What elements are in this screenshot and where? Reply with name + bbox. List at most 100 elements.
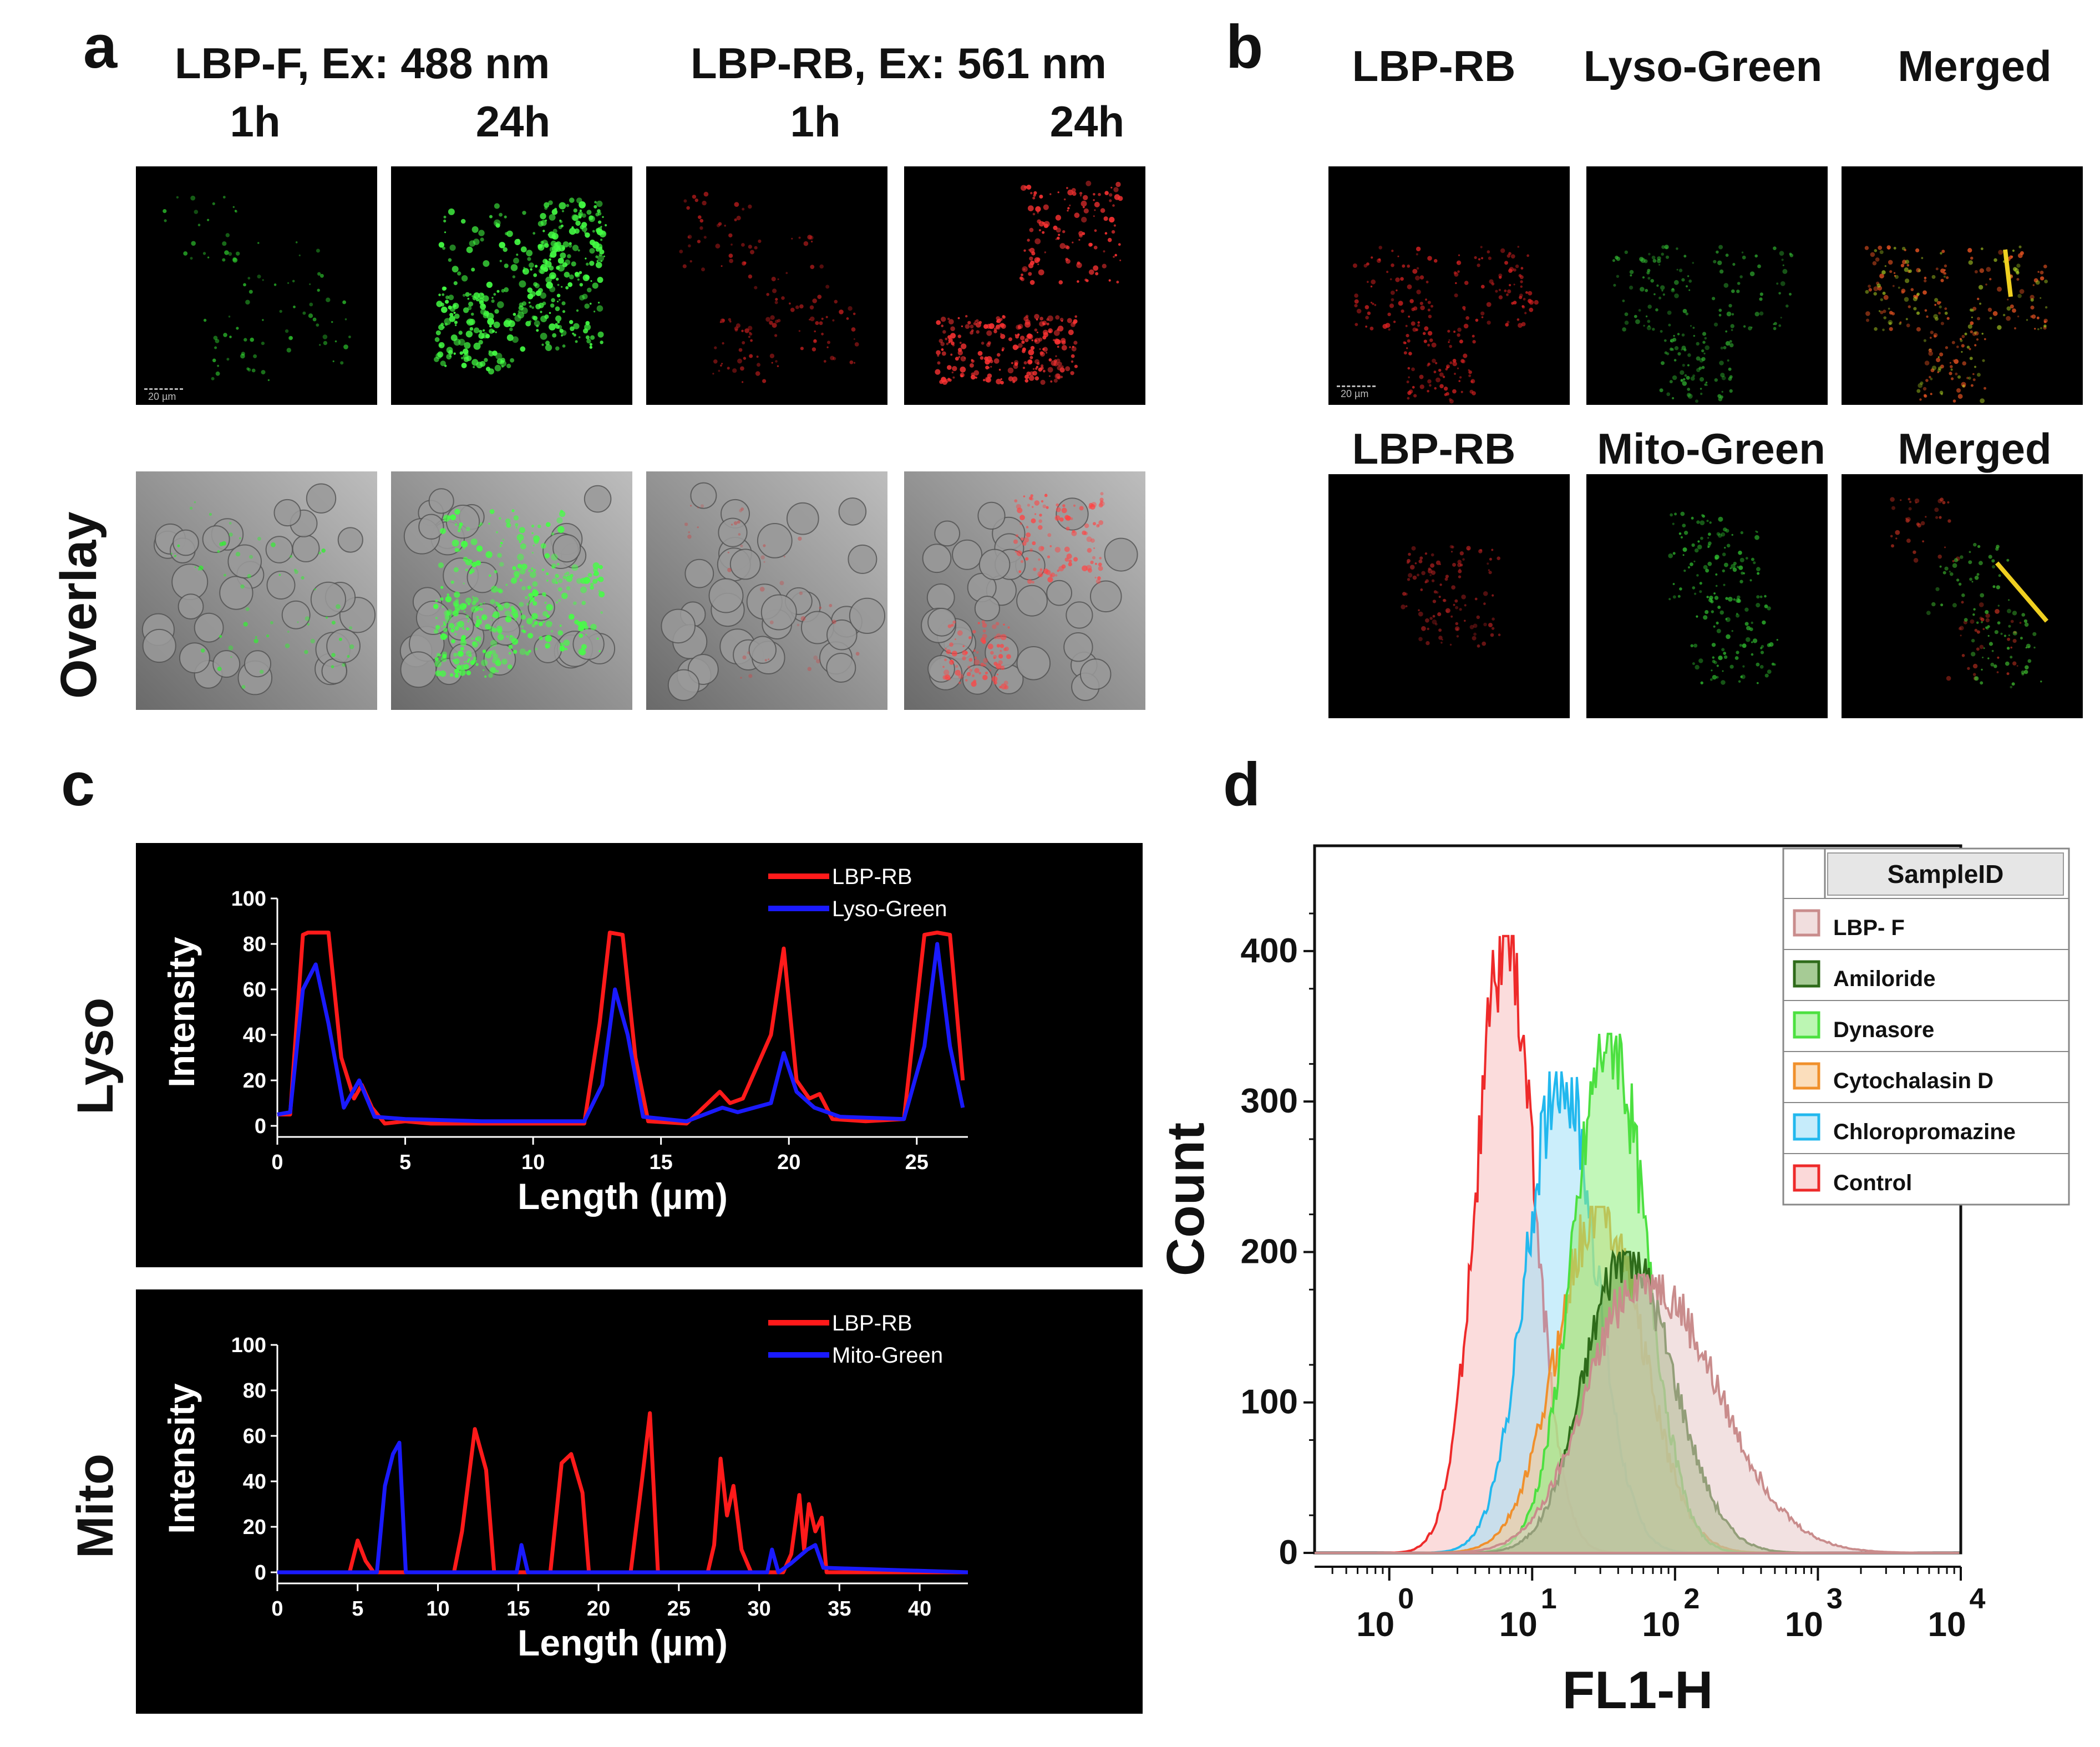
row-label-mito: Mito — [67, 1453, 124, 1558]
x-tick-label-base: 10 — [1356, 1606, 1394, 1644]
overlay-lbp-rb-24h — [904, 471, 1145, 710]
x-tick-label-base: 10 — [1785, 1606, 1823, 1644]
y-tick-label: 100 — [1241, 1383, 1298, 1421]
y-tick-label: 20 — [243, 1516, 266, 1539]
legend-label: Chloropromazine — [1833, 1120, 2016, 1144]
green-overlay-dots — [433, 509, 605, 678]
green-fluorescence-dots — [434, 197, 607, 375]
legend-label: LBP-RB — [832, 865, 912, 889]
merged-yellow-dots — [1865, 245, 2048, 403]
y-tick-label: 80 — [243, 1379, 266, 1403]
y-tick-label: 0 — [255, 1115, 266, 1138]
y-axis-label: Count — [1156, 1123, 1215, 1276]
scale-bar-label: 20 µm — [148, 391, 176, 402]
x-tick-label: 0 — [271, 1151, 283, 1174]
panel-b-label: b — [1226, 13, 1264, 81]
legend-swatch — [1793, 960, 1820, 988]
histogram-lbp-f — [1315, 1273, 1960, 1554]
merged-red-dots — [1864, 245, 2048, 403]
series-line-mito-green — [277, 1440, 968, 1575]
legend-label: Amiloride — [1833, 967, 1935, 991]
legend-label: Dynasore — [1833, 1018, 1934, 1042]
lyso-profile-chart: 0 20 40 60 80 100 0 5 10 15 20 25 Length (µm) Intensi… — [136, 843, 1143, 1267]
x-tick-label: 40 — [908, 1597, 931, 1621]
micrograph-b-lyso-green — [1586, 166, 1828, 405]
red-fluorescence-dots — [1401, 545, 1501, 648]
micrograph-lbp-f-1h: 20 µm — [136, 166, 377, 405]
panel-a-header-lbp-rb: LBP-RB, Ex: 561 nm — [691, 39, 1107, 88]
x-tick-label: 25 — [905, 1151, 929, 1174]
red-fluorescence-dots — [935, 180, 1123, 385]
legend-label: LBP- F — [1833, 916, 1905, 940]
x-tick-label: 5 — [399, 1151, 411, 1174]
x-axis-label: Length (µm) — [518, 1622, 728, 1663]
overlay-row-label: Overlay — [50, 511, 107, 699]
y-tick-label: 40 — [243, 1024, 266, 1047]
line-profile-marker — [1995, 561, 2049, 623]
micrograph-lbp-rb-1h — [646, 166, 887, 405]
y-tick-label: 100 — [231, 887, 266, 911]
legend-swatch — [1793, 1164, 1820, 1192]
legend-label: Control — [1833, 1171, 1912, 1195]
x-tick-label: 25 — [667, 1597, 691, 1621]
y-tick-label: 0 — [255, 1561, 266, 1585]
x-tick-label: 15 — [650, 1151, 673, 1174]
overlay-lbp-rb-1h — [646, 471, 887, 710]
micrograph-lbp-f-24h — [391, 166, 632, 405]
mito-profile-chart: 0 20 40 60 80 100 0 5 10 15 20 25 30 35 40 Length (µm) I… — [136, 1289, 1143, 1714]
scale-bar-label-b: 20 µm — [1341, 388, 1369, 399]
panel-d-label: d — [1223, 750, 1261, 819]
micrograph-b-merged-mito — [1842, 474, 2083, 718]
x-tick-label: 0 — [271, 1597, 283, 1621]
merged-green-dots — [1926, 542, 2042, 689]
y-tick-label: 300 — [1241, 1082, 1298, 1120]
x-tick-label: 30 — [747, 1597, 770, 1621]
red-overlay-dots — [942, 492, 1105, 690]
panel-c-label: c — [61, 750, 95, 819]
x-tick-label-base: 10 — [1928, 1606, 1966, 1644]
y-axis-label: Intensity — [161, 1383, 202, 1534]
flow-histogram-chart: 0 100 200 300 400 10 0 10 1 10 2 10 3 10 4 FL1-H Count Sa… — [1154, 821, 2097, 1741]
legend-swatch — [1793, 1062, 1820, 1090]
y-tick-label: 60 — [243, 978, 266, 1002]
x-tick-label-exp: 1 — [1541, 1583, 1557, 1615]
panel-a-time-2: 24h — [475, 97, 551, 146]
x-tick-label-exp: 4 — [1970, 1583, 1986, 1615]
red-fluorescence-dots — [1352, 246, 1539, 404]
legend: SampleID LBP- F Amiloride Dynasore Cytochala… — [1782, 847, 2070, 1206]
line-profile-marker — [2003, 249, 2013, 297]
x-tick-label: 10 — [521, 1151, 545, 1174]
x-tick-label: 15 — [506, 1597, 530, 1621]
y-tick-label: 60 — [243, 1425, 266, 1448]
panel-a-time-3: 1h — [790, 97, 841, 146]
y-tick-label: 20 — [243, 1069, 266, 1093]
micrograph-b-lbp-rb-lyso: 20 µm — [1328, 166, 1570, 405]
green-fluorescence-dots — [1668, 511, 1778, 685]
legend-label: Mito-Green — [832, 1343, 943, 1368]
green-fluorescence-dots — [1612, 245, 1794, 403]
panel-a-time-1: 1h — [230, 97, 281, 146]
green-overlay-dots — [170, 501, 354, 689]
x-tick-label: 20 — [587, 1597, 610, 1621]
x-tick-label: 10 — [426, 1597, 449, 1621]
micrograph-b-lbp-rb-mito — [1328, 474, 1570, 718]
y-tick-label: 40 — [243, 1470, 266, 1494]
micrograph-b-merged-lyso — [1842, 166, 2083, 405]
y-tick-label: 0 — [1279, 1533, 1298, 1572]
series-line-lbp-rb — [277, 931, 965, 1126]
merged-red-dots — [1890, 497, 2022, 681]
y-tick-label: 400 — [1241, 932, 1298, 970]
legend-title: SampleID — [1888, 860, 2004, 888]
legend-swatch — [1793, 1011, 1820, 1039]
panel-a-time-4: 24h — [1049, 97, 1125, 146]
x-tick-label: 20 — [777, 1151, 800, 1174]
y-tick-label: 100 — [231, 1334, 266, 1357]
red-overlay-dots — [684, 504, 860, 679]
x-tick-label-exp: 2 — [1683, 1583, 1700, 1615]
x-tick-label-exp: 3 — [1827, 1583, 1843, 1615]
panel-b-header-merged: Merged — [1898, 42, 2052, 90]
legend-label: Cytochalasin D — [1833, 1069, 1994, 1093]
y-tick-label: 200 — [1241, 1232, 1298, 1271]
overlay-lbp-f-24h — [391, 471, 632, 710]
panel-b-header2-merged: Merged — [1898, 424, 2052, 473]
